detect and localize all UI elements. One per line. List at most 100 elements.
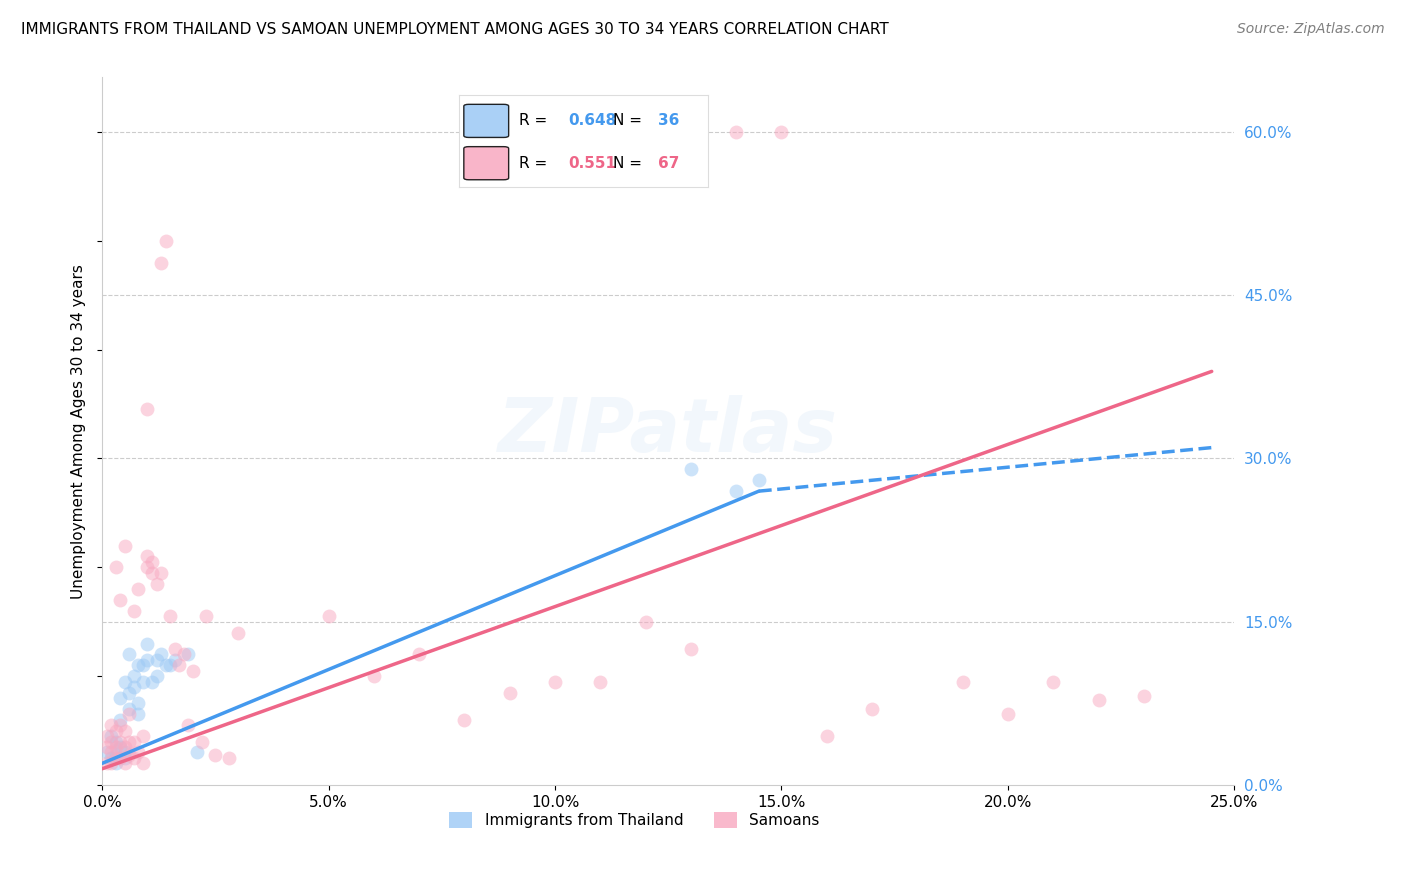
Point bbox=[181, 664, 204, 678]
Point bbox=[748, 473, 770, 487]
Point bbox=[100, 751, 122, 765]
Point bbox=[110, 734, 132, 748]
Point bbox=[104, 756, 127, 771]
Point bbox=[145, 653, 167, 667]
Point bbox=[141, 566, 163, 580]
Point bbox=[118, 747, 141, 762]
Point bbox=[114, 751, 136, 765]
Point bbox=[127, 746, 149, 760]
Point bbox=[96, 739, 118, 754]
Point bbox=[100, 734, 122, 748]
Point bbox=[110, 691, 132, 706]
Point bbox=[136, 653, 159, 667]
Point bbox=[195, 609, 218, 624]
Point bbox=[163, 642, 186, 657]
Point bbox=[118, 685, 141, 699]
Y-axis label: Unemployment Among Ages 30 to 34 years: Unemployment Among Ages 30 to 34 years bbox=[72, 264, 86, 599]
Point bbox=[952, 674, 974, 689]
Point bbox=[725, 125, 748, 139]
Point bbox=[159, 658, 181, 673]
Point bbox=[110, 751, 132, 765]
Point bbox=[122, 680, 145, 694]
Point bbox=[815, 729, 838, 743]
Point bbox=[136, 402, 159, 417]
Point bbox=[679, 642, 702, 657]
Point bbox=[860, 702, 883, 716]
Text: IMMIGRANTS FROM THAILAND VS SAMOAN UNEMPLOYMENT AMONG AGES 30 TO 34 YEARS CORREL: IMMIGRANTS FROM THAILAND VS SAMOAN UNEMP… bbox=[21, 22, 889, 37]
Point bbox=[173, 648, 195, 662]
Point bbox=[177, 648, 200, 662]
Point bbox=[132, 756, 155, 771]
Point bbox=[136, 636, 159, 650]
Point bbox=[1087, 693, 1109, 707]
Point bbox=[127, 697, 149, 711]
Point bbox=[136, 549, 159, 564]
Point bbox=[155, 658, 177, 673]
Point bbox=[122, 669, 145, 683]
Point bbox=[96, 729, 118, 743]
Point bbox=[218, 751, 240, 765]
Point bbox=[127, 658, 149, 673]
Point bbox=[118, 648, 141, 662]
Point bbox=[226, 625, 249, 640]
Point bbox=[136, 560, 159, 574]
Point bbox=[100, 756, 122, 771]
Point bbox=[725, 484, 748, 499]
Point bbox=[132, 729, 155, 743]
Point bbox=[150, 255, 173, 269]
Point bbox=[114, 746, 136, 760]
Point bbox=[453, 713, 475, 727]
Point bbox=[104, 751, 127, 765]
Point bbox=[186, 746, 208, 760]
Point bbox=[110, 593, 132, 607]
Point bbox=[122, 751, 145, 765]
Point bbox=[114, 539, 136, 553]
Point bbox=[114, 723, 136, 738]
Point bbox=[997, 707, 1019, 722]
Point bbox=[104, 739, 127, 754]
Point bbox=[363, 669, 385, 683]
Point bbox=[155, 234, 177, 248]
Point bbox=[96, 756, 118, 771]
Point bbox=[104, 723, 127, 738]
Point bbox=[110, 718, 132, 732]
Point bbox=[318, 609, 340, 624]
Point bbox=[122, 604, 145, 618]
Point bbox=[634, 615, 657, 629]
Point bbox=[544, 674, 567, 689]
Text: ZIPatlas: ZIPatlas bbox=[498, 395, 838, 467]
Point bbox=[145, 669, 167, 683]
Point bbox=[118, 702, 141, 716]
Point bbox=[408, 648, 430, 662]
Text: Source: ZipAtlas.com: Source: ZipAtlas.com bbox=[1237, 22, 1385, 37]
Point bbox=[770, 125, 793, 139]
Point bbox=[122, 734, 145, 748]
Legend: Immigrants from Thailand, Samoans: Immigrants from Thailand, Samoans bbox=[443, 805, 825, 834]
Point bbox=[499, 685, 522, 699]
Point bbox=[177, 718, 200, 732]
Point bbox=[159, 609, 181, 624]
Point bbox=[1133, 689, 1156, 703]
Point bbox=[163, 653, 186, 667]
Point bbox=[127, 707, 149, 722]
Point bbox=[150, 648, 173, 662]
Point bbox=[589, 674, 612, 689]
Point bbox=[114, 674, 136, 689]
Point bbox=[96, 746, 118, 760]
Point bbox=[1042, 674, 1064, 689]
Point bbox=[114, 739, 136, 754]
Point bbox=[127, 582, 149, 596]
Point bbox=[141, 674, 163, 689]
Point bbox=[104, 734, 127, 748]
Point bbox=[118, 734, 141, 748]
Point bbox=[104, 747, 127, 762]
Point bbox=[167, 658, 190, 673]
Point bbox=[100, 746, 122, 760]
Point bbox=[150, 566, 173, 580]
Point bbox=[204, 747, 226, 762]
Point bbox=[100, 718, 122, 732]
Point bbox=[145, 576, 167, 591]
Point bbox=[104, 560, 127, 574]
Point bbox=[679, 462, 702, 476]
Point bbox=[132, 658, 155, 673]
